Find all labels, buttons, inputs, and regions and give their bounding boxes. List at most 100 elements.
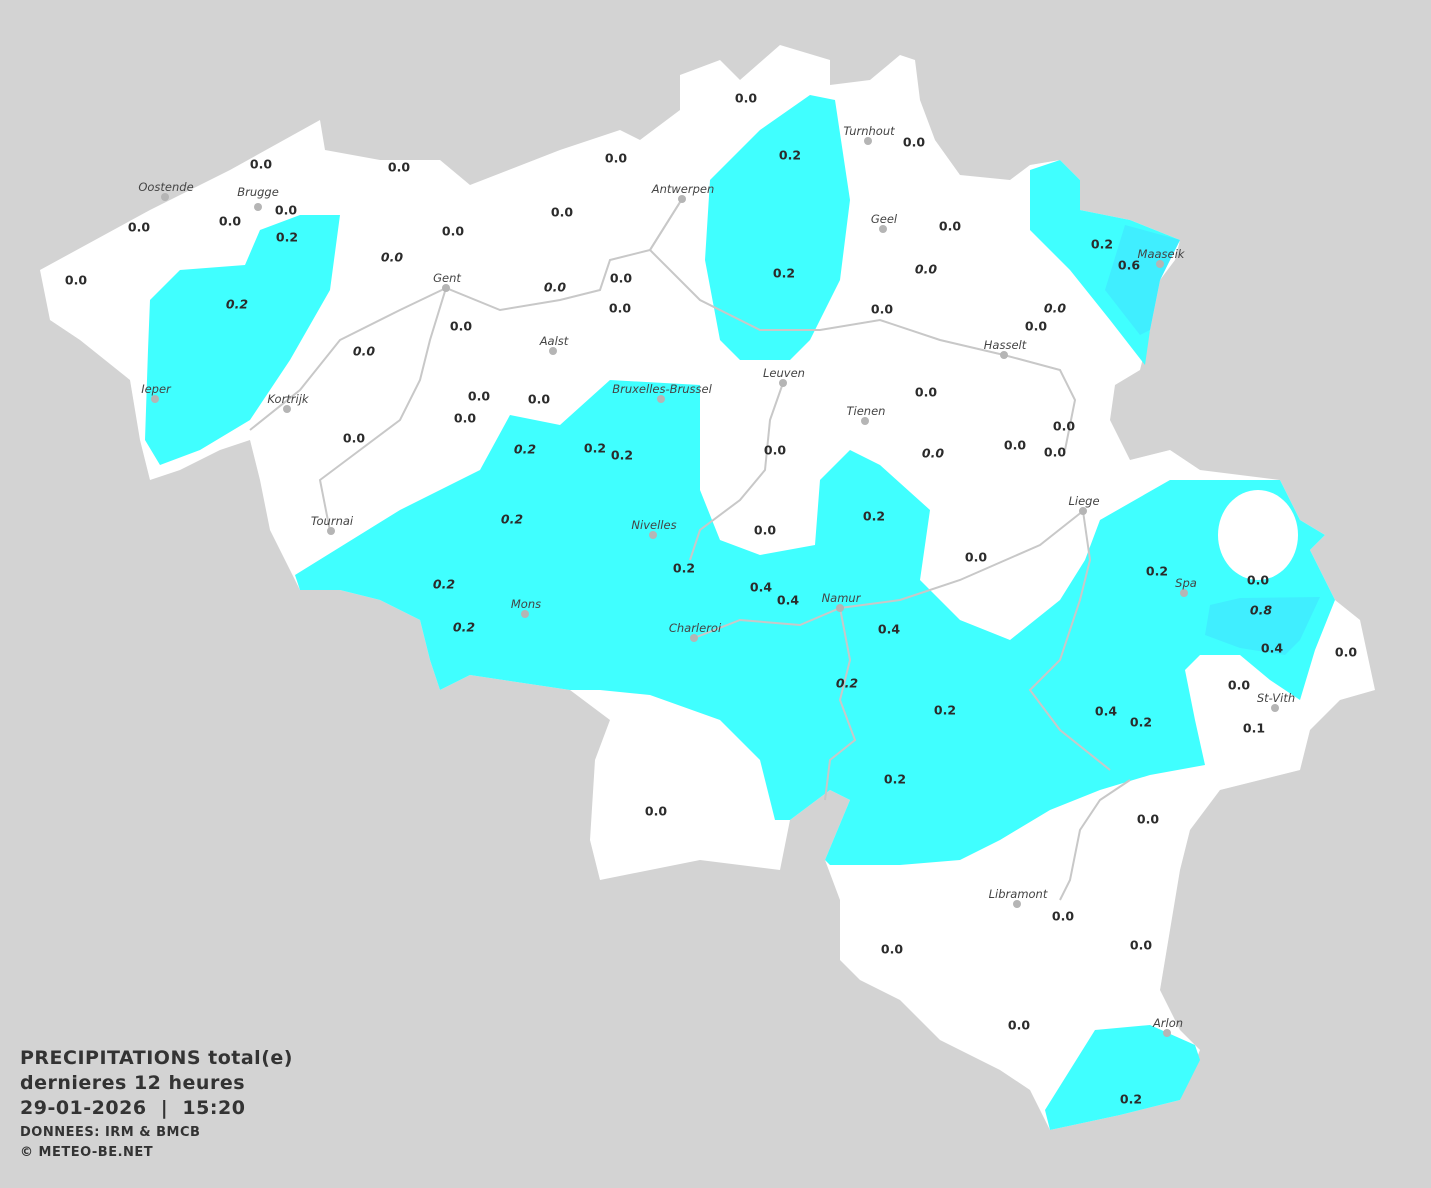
precip-value: 0.2 [1120,1092,1142,1107]
precip-value: 0.0 [353,344,375,359]
precip-value: 0.0 [65,273,87,288]
precip-value: 0.0 [1052,909,1074,924]
zone-west-0.2 [145,215,340,465]
precip-value: 0.0 [450,319,472,334]
precip-value: 0.2 [501,512,523,527]
city-label: Brugge [237,185,279,199]
precip-value: 0.2 [884,772,906,787]
precip-value: 0.0 [1044,445,1066,460]
rivers [249,198,1131,901]
precip-value: 0.0 [871,302,893,317]
zone-central-0.2 [295,380,1335,865]
city-label: Tournai [311,514,354,528]
value-layer: 0.0 0.2 0.0 0.0 0.0 0.0 0.0 0.0 0.0 0.2 0.0 0.0 0.0 0… [65,91,1357,1107]
city-marker [861,417,869,425]
precip-value: 0.0 [903,135,925,150]
precip-value: 0.2 [836,676,858,691]
city-label: Namur [822,591,862,605]
precip-value: 0.0 [735,91,757,106]
precip-value: 0.0 [881,942,903,957]
city-marker [1079,507,1087,515]
city-label: Kortrijk [267,392,310,406]
city-marker [1271,704,1279,712]
precip-value: 0.0 [915,385,937,400]
city-label: Oostende [138,180,193,194]
precip-value: 0.2 [453,620,475,635]
precip-value: 0.0 [1025,319,1047,334]
precip-value: 0.0 [1008,1018,1030,1033]
precip-value: 0.0 [528,392,550,407]
city-marker [1156,260,1164,268]
city-label: Leuven [763,366,805,380]
precip-value: 0.0 [381,250,403,265]
precip-value: 0.2 [673,561,695,576]
precip-value: 0.2 [584,441,606,456]
precip-value: 0.0 [764,443,786,458]
precip-value: 0.0 [1044,301,1066,316]
precip-value: 0.8 [1250,603,1272,618]
city-label: Mons [511,597,541,611]
legend-source: DONNEES: IRM & BMCB [20,1125,201,1140]
city-label: St-Vith [1257,691,1295,705]
city-marker [521,610,529,618]
city-label: Nivelles [631,518,676,532]
precip-value: 0.4 [878,622,900,637]
precip-value: 0.0 [128,220,150,235]
precip-value: 0.0 [1335,645,1357,660]
city-marker [864,137,872,145]
city-marker [161,193,169,201]
precip-value: 0.0 [609,301,631,316]
city-label: Spa [1175,576,1197,590]
zone-arlon-0.2 [1045,1025,1200,1130]
city-label: Antwerpen [651,182,715,196]
city-label: Turnhout [843,124,895,138]
city-marker [879,225,887,233]
city-marker [649,531,657,539]
city-label: Charleroi [669,621,722,635]
city-marker [836,604,844,612]
city-layer: Oostende Brugge Antwerpen Turnhout Geel Maase… [138,124,1295,1037]
dry-pocket-east [1218,490,1298,580]
legend-title: PRECIPITATIONS total(e) [20,1047,293,1069]
city-marker [151,395,159,403]
precip-value: 0.0 [250,157,272,172]
precip-value: 0.4 [1261,641,1283,656]
precip-value: 0.0 [442,224,464,239]
city-marker [690,634,698,642]
city-marker [1163,1029,1171,1037]
precip-value: 0.2 [934,703,956,718]
city-marker [1013,900,1021,908]
city-marker [1180,589,1188,597]
precip-value: 0.0 [939,219,961,234]
city-marker [678,195,686,203]
city-marker [549,347,557,355]
precipitation-zones-0.5 [1105,225,1320,655]
precip-value: 0.2 [226,297,248,312]
city-label: Gent [433,271,461,285]
precip-value: 0.0 [915,262,937,277]
precip-value: 0.2 [1091,237,1113,252]
city-label: Liege [1068,494,1099,508]
precip-value: 0.0 [1004,438,1026,453]
precip-value: 0.0 [1247,573,1269,588]
city-label: Geel [871,212,898,226]
precip-value: 0.1 [1243,721,1265,736]
city-marker [657,395,665,403]
city-marker [779,379,787,387]
city-label: Hasselt [984,338,1027,352]
city-marker [254,203,262,211]
precip-value: 0.0 [388,160,410,175]
precip-value: 0.2 [514,442,536,457]
precip-value: 0.2 [1130,715,1152,730]
precip-value: 0.0 [275,203,297,218]
zone-antwerp-leuven-0.2 [705,95,850,360]
precip-value: 0.0 [754,523,776,538]
precip-value: 0.2 [773,266,795,281]
precip-value: 0.4 [777,593,799,608]
precip-value: 0.0 [454,411,476,426]
precip-value: 0.0 [551,205,573,220]
precip-value: 0.2 [433,577,455,592]
legend-copyright: © METEO-BE.NET [20,1145,154,1160]
precip-value: 0.0 [1137,812,1159,827]
